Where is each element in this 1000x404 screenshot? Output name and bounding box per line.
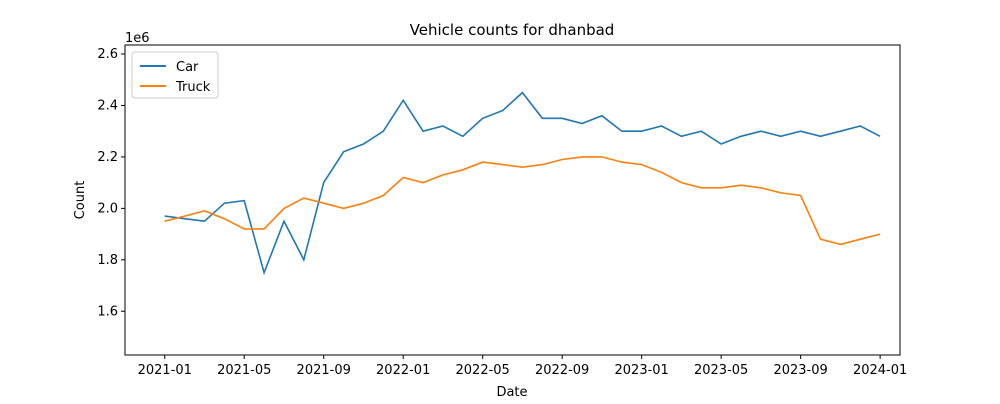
y-tick-label: 2.6 [97,47,118,62]
chart-title: Vehicle counts for dhanbad [410,21,615,39]
y-tick-label: 1.6 [97,304,118,319]
x-axis-label: Date [496,385,527,400]
x-tick-label: 2023-09 [773,363,827,378]
x-tick-label: 2022-01 [376,363,430,378]
x-tick-label: 2023-01 [615,363,669,378]
x-tick-label: 2023-05 [694,363,748,378]
series-line [164,156,881,246]
y-offset-label: 1e6 [125,31,150,46]
series-line [164,91,881,276]
legend-label: Truck [175,80,211,95]
x-tick-label: 2024-01 [853,363,907,378]
y-tick-label: 2.2 [97,150,118,165]
legend-label: Car [176,60,199,75]
plot-frame [124,44,901,356]
y-tick-label: 2.4 [97,98,118,113]
x-tick-label: 2022-05 [456,363,510,378]
y-tick-label: 1.8 [97,253,118,268]
y-tick-label: 2.0 [97,201,118,216]
x-tick-label: 2021-01 [138,363,192,378]
y-axis-label: Count [73,181,88,220]
x-tick-label: 2021-09 [297,363,351,378]
x-tick-label: 2021-05 [217,363,271,378]
x-tick-label: 2022-09 [535,363,589,378]
